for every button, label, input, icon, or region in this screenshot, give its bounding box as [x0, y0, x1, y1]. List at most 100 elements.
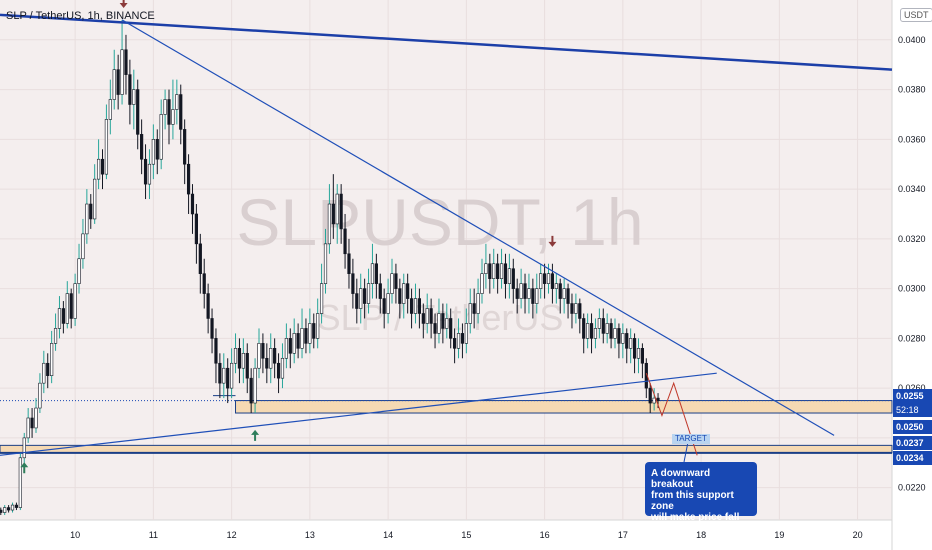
candle-body	[214, 338, 218, 364]
candle-body	[370, 263, 375, 284]
candle-body	[61, 308, 65, 324]
candle-body	[218, 362, 222, 384]
candle-body	[112, 69, 116, 100]
y-tick-label: 0.0320	[898, 234, 926, 244]
candle-body	[335, 193, 339, 225]
candle-body	[276, 362, 281, 379]
candle-body	[30, 417, 34, 429]
candle-body	[613, 328, 617, 339]
watermark-symbol: SLPUSDT, 1h	[236, 185, 643, 259]
price-tag-zone-lower-bottom: 0.0234	[893, 451, 932, 465]
candle-body	[280, 357, 285, 379]
candle-body	[230, 362, 234, 389]
candle-body	[167, 99, 171, 125]
candle-body	[582, 318, 586, 339]
candle-body	[476, 293, 480, 314]
bar-countdown: 52:18	[896, 405, 919, 415]
candle-body	[558, 283, 562, 299]
candle-body	[394, 273, 398, 289]
x-tick-label: 16	[540, 530, 550, 540]
y-tick-label: 0.0400	[898, 35, 926, 45]
candle-body	[265, 357, 269, 369]
candle-body	[34, 407, 38, 429]
breakout-callout: A downward breakout from this support zo…	[645, 462, 757, 534]
candle-body	[73, 283, 77, 319]
candle-body	[124, 49, 128, 75]
projection-path	[645, 373, 698, 456]
candle-body	[38, 382, 42, 409]
candle-body	[304, 328, 308, 344]
candle-body	[331, 203, 335, 225]
candle-body	[116, 69, 120, 95]
candle-body	[519, 283, 523, 299]
candle-body	[120, 49, 124, 95]
candle-body	[132, 89, 136, 105]
candle-body	[550, 273, 555, 289]
y-tick-label: 0.0280	[898, 333, 926, 343]
callout-line-3: will make price fall more	[651, 512, 740, 534]
candle-body	[323, 243, 328, 284]
candle-body	[597, 318, 601, 329]
arrow-up-icon	[251, 429, 260, 441]
candle-body	[566, 288, 570, 304]
candle-body	[413, 298, 418, 314]
price-tag-zone-lower-top: 0.0237	[893, 436, 932, 450]
candle-body	[507, 268, 511, 284]
trendline	[0, 372, 717, 456]
current-price-value: 0.0255	[896, 391, 924, 401]
candle-body	[65, 293, 69, 324]
candle-body	[535, 288, 539, 304]
time-axis-panel	[0, 520, 892, 550]
candle-body	[50, 343, 54, 376]
candle-body	[464, 323, 468, 344]
candle-body	[625, 333, 629, 349]
x-tick-label: 12	[227, 530, 237, 540]
callout-pointer	[683, 441, 689, 463]
candle-body	[81, 233, 85, 260]
candle-body	[390, 273, 394, 294]
candle-body	[26, 417, 30, 439]
candle-body	[632, 338, 637, 359]
candle-body	[468, 303, 472, 324]
candle-body	[511, 268, 515, 289]
candle-body	[409, 298, 414, 314]
candle-body	[402, 283, 406, 304]
candle-body	[14, 504, 19, 508]
candle-body	[562, 288, 566, 299]
candle-body	[355, 293, 359, 309]
candle-body	[57, 308, 62, 329]
callout-line-2: from this support zone	[651, 490, 734, 512]
candle-body	[460, 333, 465, 344]
callout-line-1: A downward breakout	[651, 468, 711, 490]
candle-body	[437, 313, 441, 334]
price-tag-zone-upper: 0.0250	[893, 420, 932, 434]
x-tick-label: 10	[70, 530, 80, 540]
candle-body	[179, 94, 183, 130]
candle-body	[96, 158, 101, 180]
candle-body	[441, 313, 445, 329]
plot-area	[0, 0, 892, 520]
price-tag-current: 0.0255	[893, 389, 932, 403]
candle-body	[241, 353, 245, 369]
candle-body	[53, 328, 58, 344]
candle-body	[226, 367, 230, 389]
y-tick-label: 0.0360	[898, 134, 926, 144]
trendline	[0, 13, 893, 71]
arrow-down-icon	[548, 235, 557, 247]
candle-body	[484, 263, 488, 274]
candle-body	[629, 338, 633, 349]
candle-body	[539, 273, 543, 289]
candle-body	[269, 348, 273, 369]
candle-body	[453, 338, 457, 349]
candle-body	[312, 323, 316, 339]
candle-body	[499, 263, 504, 279]
chart-title: SLP / TetherUS, 1h, BINANCE	[6, 10, 155, 22]
candle-body	[147, 163, 152, 185]
candle-body	[89, 203, 93, 220]
zone-upper-value: 0.0250	[896, 422, 924, 432]
currency-unit-badge[interactable]: USDT	[900, 8, 932, 22]
candle-body	[488, 263, 492, 279]
y-tick-label: 0.0340	[898, 184, 926, 194]
candle-body	[190, 193, 195, 215]
